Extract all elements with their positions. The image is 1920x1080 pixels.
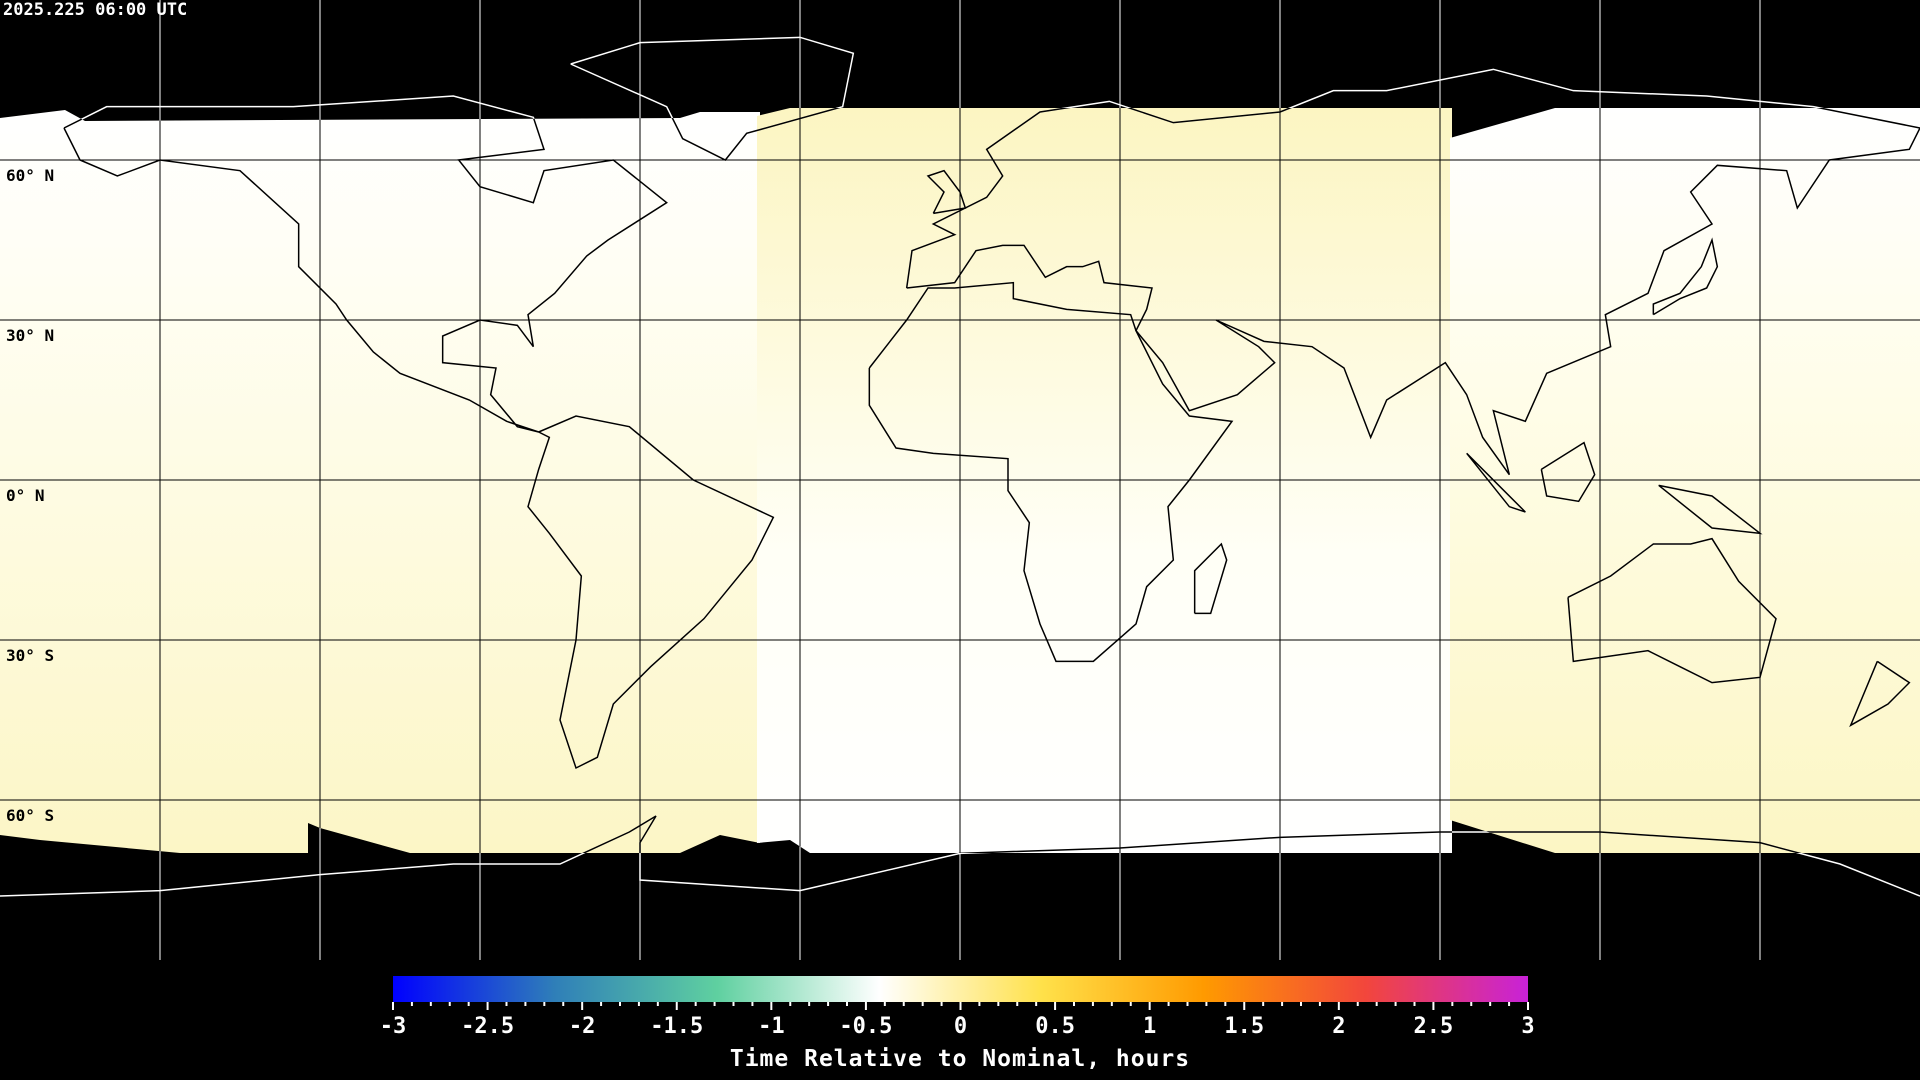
colorbar-tick-label: 3 [1521,1014,1534,1039]
colorbar-tick-label: -1.5 [650,1014,703,1039]
timestamp-label: 2025.225 06:00 UTC [3,0,188,20]
coastline-africa [868,281,1234,663]
colorbar-tick-label: 1.5 [1224,1014,1264,1039]
colorbar-tick-label: -1 [758,1014,785,1039]
colorbar-tick-label: 0 [954,1014,967,1039]
coverage-region-west [0,110,760,853]
lat-label: 60° S [6,806,55,825]
colorbar-tick-label: -3 [380,1014,407,1039]
coastline-eurasia [905,108,1920,476]
coastline-japan [1652,237,1719,316]
coastline-greenland [570,108,855,161]
coastline-new-zealand [1849,660,1911,728]
colorbar-title: Time Relative to Nominal, hours [729,1046,1191,1072]
colorbar-tick-label: -0.5 [839,1014,892,1039]
colorbar-tick-label: -2.5 [461,1014,514,1039]
lat-label: 30° S [6,646,55,665]
coastline-madagascar [1193,542,1228,615]
coastline-antarctica [0,815,1920,853]
coastline-britain [926,169,967,215]
colorbar: -3 -2.5 -2 -1.5 -1 -0.5 0 0.5 1 1.5 2 2.5 3 [380,976,1535,1039]
coastlines-on-coverage [0,0,1920,960]
coastline-borneo [1540,441,1596,503]
lat-label: 30° N [6,326,55,345]
world-map [0,0,1920,960]
colorbar-tick-label: -2 [569,1014,596,1039]
coastline-australia [1567,537,1777,684]
colorbar-tick-label: 0.5 [1035,1014,1075,1039]
lat-label: 60° N [6,166,55,185]
lat-label: 0° N [6,486,45,505]
colorbar-tick-label: 2 [1332,1014,1345,1039]
colorbar-tick-label: 2.5 [1414,1014,1454,1039]
colorbar-tick-label: 1 [1143,1014,1156,1039]
colorbar-gradient [393,976,1528,1002]
